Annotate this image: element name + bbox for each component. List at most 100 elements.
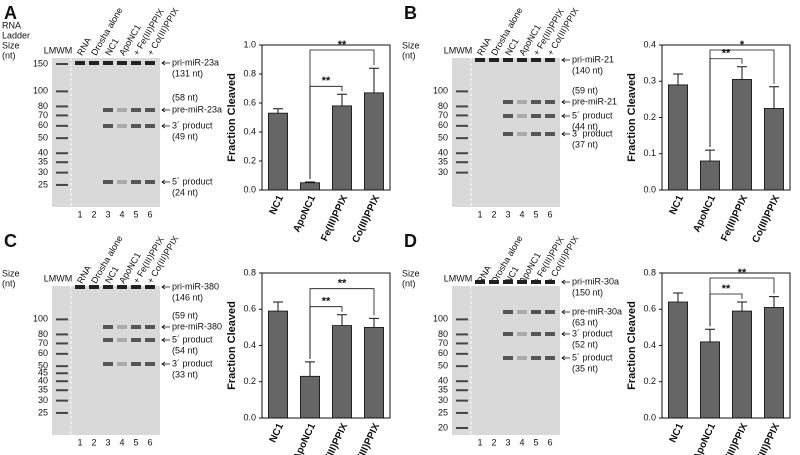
gel-annotation: 5´ product (172, 176, 213, 186)
gel-band (489, 280, 499, 284)
gel-band (503, 132, 513, 136)
ladder-size: 80 (38, 329, 48, 339)
gel-band (103, 180, 113, 184)
gel-band (131, 338, 141, 342)
gel-band (131, 325, 141, 329)
ladder-size: 40 (38, 148, 48, 158)
gel-band (75, 61, 85, 65)
x-tick-label: NC1 (268, 193, 287, 216)
gel-band (531, 132, 541, 136)
ladder-size: 40 (38, 376, 48, 386)
ladder-size: 50 (38, 133, 48, 143)
gel-band (131, 180, 141, 184)
gel-band (517, 310, 527, 314)
ladder-size: 70 (438, 338, 448, 348)
gel-band (503, 280, 513, 284)
error-bar (737, 66, 747, 80)
significance-label: ** (722, 48, 731, 60)
gel-annotation: pre-miR-21 (572, 96, 617, 106)
gel-band (475, 280, 485, 284)
ladder-size: 50 (438, 361, 448, 371)
gel-band (131, 108, 141, 112)
ladder-size: 60 (438, 120, 448, 130)
lane-number: 5 (133, 209, 138, 219)
lane-number: 3 (105, 437, 110, 447)
gel-annotation: pre-miR-23a (172, 104, 222, 114)
bar (331, 325, 352, 419)
gel-band (489, 58, 499, 62)
panel-letter: B (404, 3, 417, 23)
lane-number: 2 (491, 437, 496, 447)
ladder-size: 80 (438, 329, 448, 339)
gel-annotation: pri-miR-23a (172, 57, 219, 67)
ladder-size: 30 (438, 167, 448, 177)
panel: DLMWMSize(nt)100807060504035302520RNA1Dr… (402, 231, 791, 455)
error-bar (705, 149, 715, 161)
plot-frame (661, 272, 791, 419)
x-tick-label: NC1 (268, 421, 287, 444)
arrow (161, 60, 170, 66)
gel-image (52, 286, 160, 435)
error-bar (369, 317, 379, 328)
gel-band (131, 285, 141, 289)
ladder-size: 35 (438, 157, 448, 167)
gel-band (517, 114, 527, 118)
gel-band (131, 61, 141, 65)
bar (699, 341, 720, 419)
x-tick-label: Co(III)PPIX (351, 421, 383, 455)
gel-annotation: (52 nt) (572, 339, 598, 349)
bar (699, 160, 720, 191)
gel-band (145, 362, 155, 366)
gel-band (145, 285, 155, 289)
y-tick-label: 0.8 (243, 68, 256, 78)
lane-number: 1 (477, 437, 482, 447)
bar (363, 92, 384, 191)
y-tick-label: 0.2 (643, 376, 656, 386)
error-bar (305, 181, 315, 183)
gel-annotation: (146 nt) (172, 292, 203, 302)
ladder-size: 35 (38, 385, 48, 395)
ladder-size: 70 (38, 110, 48, 120)
panel-letter: A (4, 3, 17, 23)
lane-number: 2 (91, 437, 96, 447)
ladder-size: 60 (438, 348, 448, 358)
gel-band (89, 61, 99, 65)
gel-band (145, 61, 155, 65)
bar (331, 105, 352, 191)
gel-band (517, 58, 527, 62)
arrow (561, 99, 570, 105)
error-bar (337, 93, 347, 106)
y-tick-label: 0.8 (643, 267, 656, 277)
marker-label: LMWM (44, 273, 73, 283)
ladder-size: 25 (38, 179, 48, 189)
gel-annotation: (44 nt) (572, 121, 598, 131)
y-tick-label: 0.0 (243, 412, 256, 422)
plot-frame (261, 44, 391, 191)
error-bar (769, 296, 779, 308)
gel-band (503, 100, 513, 104)
gel-band (131, 362, 141, 366)
gel-band (117, 124, 127, 128)
gel-annotation: (24 nt) (172, 187, 198, 197)
error-bar (769, 86, 779, 109)
lane-number: 3 (505, 437, 510, 447)
y-tick-label: 0.6 (243, 304, 256, 314)
gel-band (475, 58, 485, 62)
lane-number: 6 (147, 437, 152, 447)
lane-number: 3 (505, 209, 510, 219)
gel-band (103, 325, 113, 329)
y-axis-title: Fraction Cleaved (226, 73, 238, 162)
ladder-size: 150 (33, 58, 48, 68)
lane-number: 4 (119, 437, 124, 447)
lane-number: 2 (91, 209, 96, 219)
arrow (161, 337, 170, 343)
y-tick-label: 0.0 (243, 184, 256, 194)
gel-annotation: pri-miR-21 (572, 54, 614, 64)
gel-band (103, 124, 113, 128)
gel-band (145, 180, 155, 184)
bar (731, 310, 752, 419)
gel-annotation: 5´ product (572, 110, 613, 120)
x-tick-label: ApoNC1 (691, 193, 718, 234)
lane-number: 5 (533, 437, 538, 447)
